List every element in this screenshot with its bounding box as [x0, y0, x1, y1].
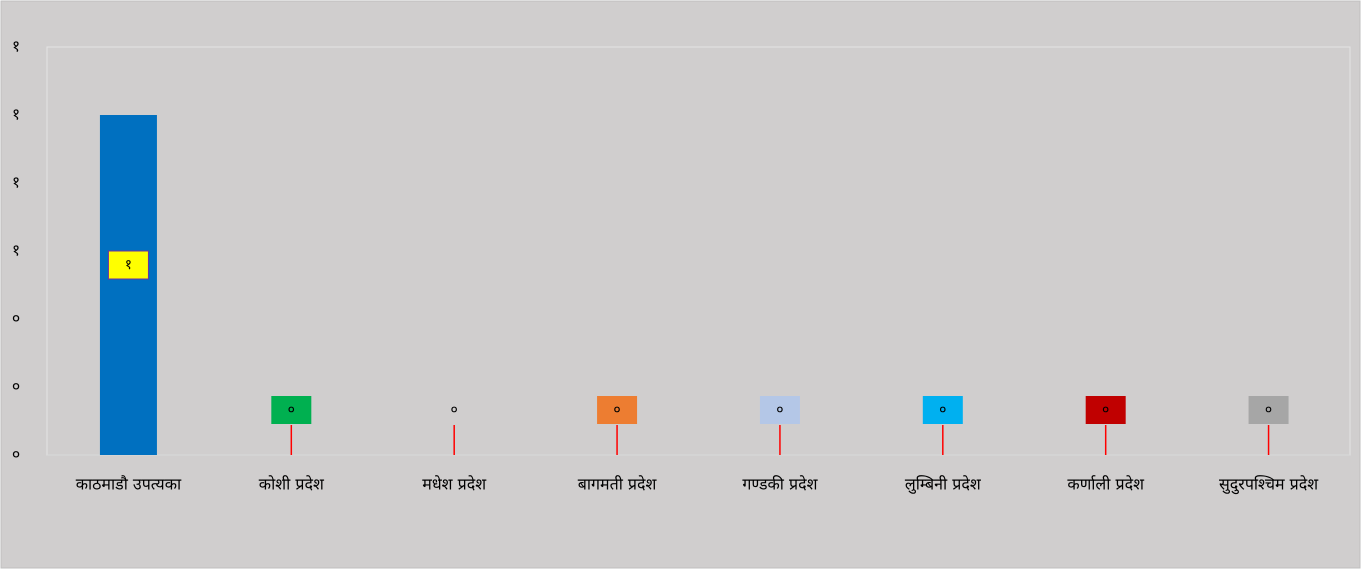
- x-tick-label: काठमाडौ उपत्यका: [76, 475, 182, 494]
- data-label-box: [759, 396, 800, 424]
- data-label: ०: [939, 402, 946, 418]
- data-label: ०: [288, 402, 295, 418]
- y-tick-label: ०: [12, 309, 20, 328]
- data-label-box: [922, 396, 963, 424]
- x-tick-label: बागमती प्रदेश: [578, 475, 658, 494]
- x-tick-label: मधेश प्रदेश: [422, 475, 487, 494]
- y-tick-label: १: [12, 173, 20, 192]
- y-tick-label: १: [12, 37, 20, 56]
- y-tick-label: ०: [12, 445, 20, 464]
- x-tick-label: सुदुरपश्चिम प्रदेश: [1219, 475, 1319, 495]
- data-label: ०: [451, 402, 458, 418]
- data-label-box: [597, 396, 638, 424]
- x-tick-label: गण्डकी प्रदेश: [742, 475, 818, 494]
- data-label-box: [107, 250, 149, 280]
- y-tick-label: ०: [12, 377, 20, 396]
- data-label-box: [271, 396, 312, 424]
- plot-area: [46, 46, 1351, 456]
- x-tick-label: कर्णाली प्रदेश: [1067, 475, 1145, 494]
- y-tick-label: १: [12, 241, 20, 260]
- x-tick-label: लुम्बिनी प्रदेश: [905, 475, 982, 495]
- data-label-box: [1085, 396, 1126, 424]
- data-label-box: [1248, 396, 1289, 424]
- x-tick-label: कोशी प्रदेश: [259, 475, 325, 494]
- data-label: ०: [1265, 402, 1272, 418]
- data-label: ०: [776, 402, 783, 418]
- bar: [99, 115, 157, 455]
- data-label: ०: [1102, 402, 1109, 418]
- y-tick-label: १: [12, 105, 20, 124]
- data-label: १: [125, 257, 132, 273]
- data-label: ०: [613, 402, 620, 418]
